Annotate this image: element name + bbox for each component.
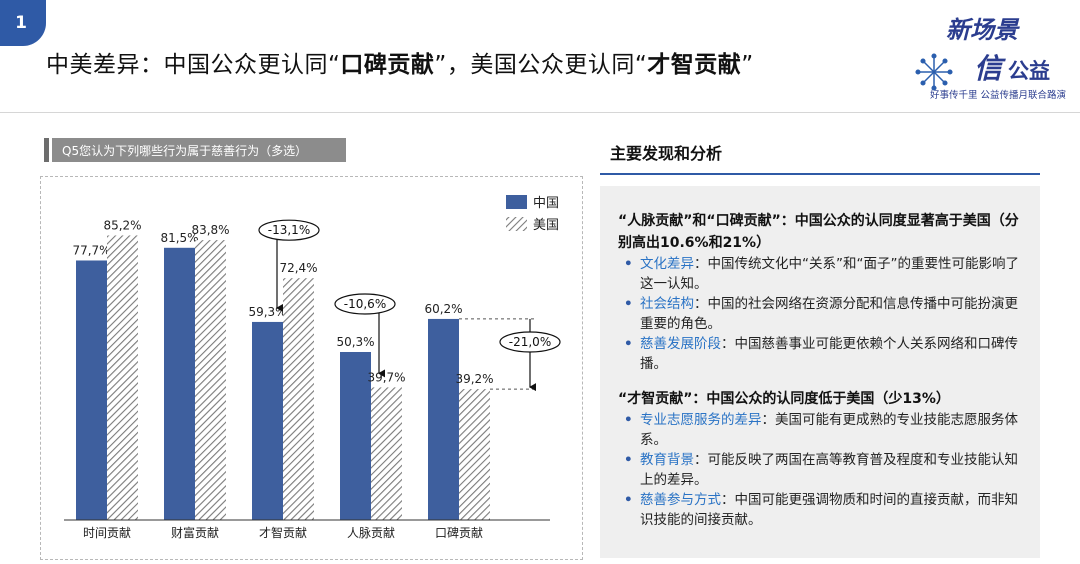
x-labels-layer: 时间贡献 财富贡献 才智贡献 人脉贡献 口碑贡献 xyxy=(83,525,483,540)
chart-frame xyxy=(40,176,583,560)
difference-label: -10,6% xyxy=(344,297,386,311)
finding-key: 教育背景 xyxy=(640,452,694,468)
bar-china xyxy=(428,318,459,520)
finding-key: 慈善发展阶段 xyxy=(640,336,721,352)
brand-logo: 新场景 信 公益 好事传千里 公益传播月联合路演 xyxy=(915,15,1066,101)
section-2-heading: “才智贡献”：中国公众的认同度低于美国（少13%） xyxy=(618,391,950,407)
finding-key: 社会结构 xyxy=(640,296,694,312)
question-label: Q5您认为下列哪些行为属于慈善行为（多选） xyxy=(52,138,346,162)
data-label: 39,2% xyxy=(455,372,493,386)
logo-line-2b: 公益 xyxy=(1008,58,1050,83)
bars-layer: 77,7% 85,2% 81,5%83,8% 59,3% 72,4% 50,3% 39,7%… xyxy=(72,218,494,520)
bar-usa xyxy=(283,278,314,520)
difference-label: -13,1% xyxy=(268,223,310,237)
finding-text: ：中国慈善事业可能更依赖个人关系网络和口碑传播。 xyxy=(640,336,1018,372)
finding-text: ：中国可能更强调物质和时间的直接贡献，而非知识技能的间接贡献。 xyxy=(640,492,1018,528)
slide-number-badge: 1 xyxy=(0,0,46,46)
title-bold-1: 口碑贡献 xyxy=(340,52,435,78)
finding-text: ：可能反映了两国在高等教育普及程度和专业技能认知上的差异。 xyxy=(640,452,1018,488)
finding-text: ：美国可能有更成熟的专业技能志愿服务体系。 xyxy=(640,412,1018,448)
section-1-heading: “人脉贡献”和“口碑贡献”：中国公众的认同度显著高于美国（分别高出10.6%和2… xyxy=(618,213,1019,251)
x-tick-label: 财富贡献 xyxy=(171,525,219,540)
findings-rule xyxy=(600,173,1040,175)
finding-item: • 文化差异：中国传统文化中“关系”和“面子”的重要性可能影响了这一认知。 xyxy=(624,256,1019,292)
findings-heading: 主要发现和分析 xyxy=(610,144,723,163)
finding-key: 专业志愿服务的差异 xyxy=(640,412,762,428)
bar-usa xyxy=(107,235,138,520)
difference-oval xyxy=(499,331,561,353)
findings-panel: “人脉贡献”和“口碑贡献”：中国公众的认同度显著高于美国（分别高出10.6%和2… xyxy=(600,186,1040,558)
bar-usa xyxy=(371,387,402,520)
difference-oval xyxy=(334,293,396,315)
finding-item: • 慈善参与方式：中国可能更强调物质和时间的直接贡献，而非知识技能的间接贡献。 xyxy=(624,492,1018,528)
header-divider xyxy=(0,112,1080,113)
firework-icon xyxy=(915,53,953,91)
difference-label: -21,0% xyxy=(509,335,551,349)
page-title: 中美差异：中国公众更认同“口碑贡献”，美国公众更认同“才智贡献” xyxy=(46,45,906,79)
difference-oval xyxy=(258,219,320,241)
finding-key: 文化差异 xyxy=(640,256,694,272)
title-part-3: ” xyxy=(741,52,754,78)
x-tick-label: 人脉贡献 xyxy=(347,525,395,540)
finding-item: • 慈善发展阶段：中国慈善事业可能更依赖个人关系网络和口碑传播。 xyxy=(624,336,1018,372)
legend-swatch-usa xyxy=(506,217,527,231)
finding-key: 慈善参与方式 xyxy=(640,492,721,508)
data-label: 81,5% xyxy=(160,231,198,245)
finding-text: ：中国的社会网络在资源分配和信息传播中可能扮演更重要的角色。 xyxy=(640,296,1018,332)
data-label: 77,7% xyxy=(72,243,110,257)
finding-item: • 专业志愿服务的差异：美国可能有更成熟的专业技能志愿服务体系。 xyxy=(624,412,1018,448)
annotation-layer: -13,1% -10,6% -21,0% xyxy=(258,219,561,392)
bar-china xyxy=(252,321,283,520)
finding-item: • 社会结构：中国的社会网络在资源分配和信息传播中可能扮演更重要的角色。 xyxy=(624,296,1018,332)
legend-swatch-china xyxy=(506,195,527,209)
finding-item: • 教育背景：可能反映了两国在高等教育普及程度和专业技能认知上的差异。 xyxy=(624,452,1018,488)
data-label: 39,7% xyxy=(367,370,405,384)
bar-china xyxy=(76,260,107,520)
data-label: 83,8% xyxy=(191,223,229,237)
title-bold-2: 才智贡献 xyxy=(647,52,742,78)
data-label: 85,2% xyxy=(103,218,141,232)
x-tick-label: 口碑贡献 xyxy=(435,525,483,540)
title-part-2: ”，美国公众更认同“ xyxy=(434,52,648,78)
data-label: 72,4% xyxy=(279,261,317,275)
x-tick-label: 时间贡献 xyxy=(83,525,131,540)
data-label: 50,3% xyxy=(336,335,374,349)
title-part-1: 中美差异：中国公众更认同“ xyxy=(46,52,341,78)
bar-usa xyxy=(459,389,490,520)
x-tick-label: 才智贡献 xyxy=(259,525,307,540)
legend-label-usa: 美国 xyxy=(533,218,559,233)
data-label: 60,2% xyxy=(424,302,462,316)
finding-text: ：中国传统文化中“关系”和“面子”的重要性可能影响了这一认知。 xyxy=(640,256,1019,292)
bar-china xyxy=(340,351,371,520)
logo-line-1: 新场景 xyxy=(946,15,1020,44)
legend-label-china: 中国 xyxy=(533,196,559,211)
logo-tagline: 好事传千里 公益传播月联合路演 xyxy=(930,89,1066,101)
logo-line-2a: 信 xyxy=(974,52,1006,85)
bar-china xyxy=(164,247,195,520)
question-accent-bar xyxy=(44,138,49,162)
bar-usa xyxy=(195,240,226,520)
data-label: 59,3% xyxy=(248,305,286,319)
bar-chart: 77,7% 85,2% 81,5%83,8% 59,3% 72,4% 50,3% 39,7%… xyxy=(64,195,561,540)
